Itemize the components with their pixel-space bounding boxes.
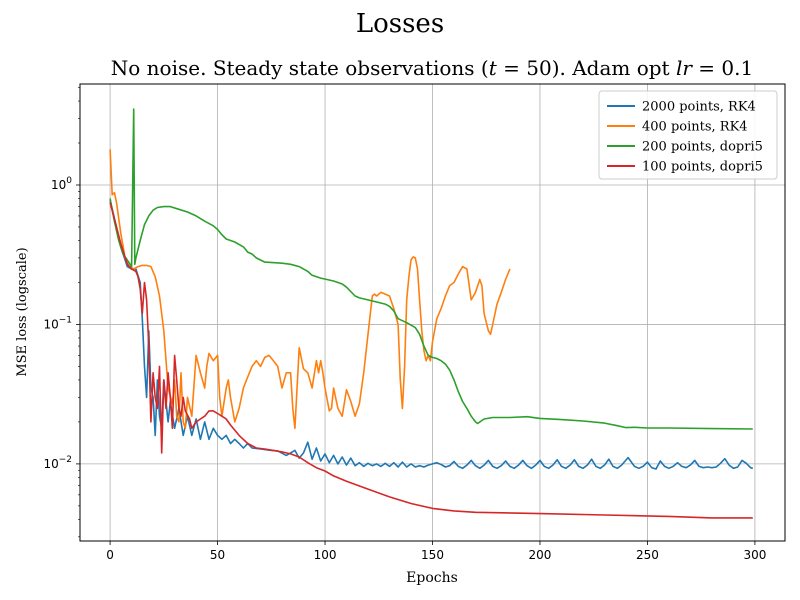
legend-label: 2000 points, RK4	[642, 100, 756, 115]
x-tick-label: 250	[636, 548, 659, 562]
x-axis-ticks: 0 50 100 150 200 250 300	[106, 541, 766, 562]
legend-label: 100 points, dopri5	[642, 160, 763, 175]
series-layer	[109, 108, 754, 519]
x-tick-label: 100	[314, 548, 337, 562]
x-tick-label: 0	[106, 548, 114, 562]
y-axis-label: MSE loss (logscale)	[15, 247, 30, 376]
series-line-2	[109, 149, 511, 430]
series-line-3	[109, 108, 753, 430]
series-line-4	[109, 202, 753, 519]
legend-label: 400 points, RK4	[642, 120, 748, 135]
x-axis-label: Epochs	[406, 570, 458, 586]
x-tick-label: 150	[421, 548, 444, 562]
x-tick-label: 200	[529, 548, 552, 562]
y-axis-ticks: 10−2 10−1 100	[43, 87, 80, 538]
legend-box	[598, 90, 778, 180]
x-tick-label: 300	[743, 548, 766, 562]
legend-label: 200 points, dopri5	[642, 140, 763, 155]
figure-suptitle: Losses	[356, 9, 444, 39]
chart-title: No noise. Steady state observations (t =…	[111, 56, 753, 80]
legend: 2000 points, RK4 400 points, RK4 200 point…	[598, 90, 778, 180]
y-tick-label: 100	[51, 176, 72, 192]
y-tick-label: 10−2	[43, 455, 72, 471]
series-line-1	[109, 199, 754, 470]
x-tick-label: 50	[210, 548, 225, 562]
y-tick-label: 10−1	[43, 315, 72, 331]
